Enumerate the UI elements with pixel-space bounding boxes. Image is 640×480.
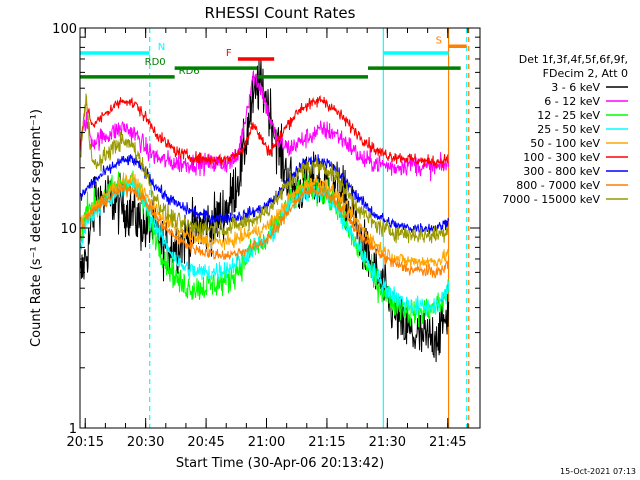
state-label-4: S: [436, 35, 442, 46]
legend-label-1: 6 - 12 keV: [544, 95, 600, 108]
series-line-7: [79, 182, 450, 279]
render-timestamp: 15-Oct-2021 07:13: [560, 467, 636, 476]
legend-label-2: 12 - 25 keV: [537, 109, 600, 122]
series-line-1: [79, 70, 450, 182]
state-label-1: RD0: [145, 57, 166, 68]
y-axis-ticks: 1 10 100: [52, 22, 480, 437]
series-line-5: [79, 95, 449, 169]
y-tick-label-0: 1: [69, 422, 77, 437]
legend: Det 1f,3f,4f,5f,6f,9f, FDecim 2, Att 0 3…: [502, 53, 628, 206]
x-tick-label-2: 20:45: [187, 435, 224, 450]
x-tick-label-3: 21:00: [248, 435, 285, 450]
y-axis-label: Count Rate (s⁻¹ detector segment⁻¹): [29, 109, 44, 347]
state-label-0: N: [158, 42, 165, 53]
series-lines: [79, 58, 450, 363]
vertical-markers: [149, 28, 470, 428]
legend-header-line-2: FDecim 2, Att 0: [543, 67, 628, 80]
attenuator-bars: N RD0 RD6 F S: [80, 35, 467, 79]
legend-label-4: 50 - 100 keV: [530, 137, 600, 150]
legend-label-3: 25 - 50 keV: [537, 123, 600, 136]
y-tick-label-1: 10: [60, 222, 77, 237]
series-line-8: [79, 93, 449, 244]
x-tick-label-0: 20:15: [67, 435, 104, 450]
y-tick-label-2: 100: [52, 22, 77, 37]
legend-header-line-1: Det 1f,3f,4f,5f,6f,9f,: [519, 53, 628, 66]
legend-label-0: 3 - 6 keV: [551, 81, 600, 94]
state-label-3: F: [226, 48, 232, 59]
chart-title: RHESSI Count Rates: [205, 4, 356, 22]
x-axis-label: Start Time (30-Apr-06 20:13:42): [176, 456, 384, 471]
legend-label-8: 7000 - 15000 keV: [502, 193, 600, 206]
x-tick-label-5: 21:30: [369, 435, 406, 450]
x-tick-label-6: 21:45: [429, 435, 466, 450]
x-axis-ticks: 20:15 20:30 20:45 21:00 21:15 21:30 21:45: [67, 28, 469, 450]
state-label-2: RD6: [179, 66, 200, 77]
x-tick-label-4: 21:15: [308, 435, 345, 450]
legend-label-5: 100 - 300 keV: [523, 151, 600, 164]
legend-label-6: 300 - 800 keV: [523, 165, 600, 178]
legend-label-7: 800 - 7000 keV: [516, 179, 600, 192]
x-tick-label-1: 20:30: [127, 435, 164, 450]
